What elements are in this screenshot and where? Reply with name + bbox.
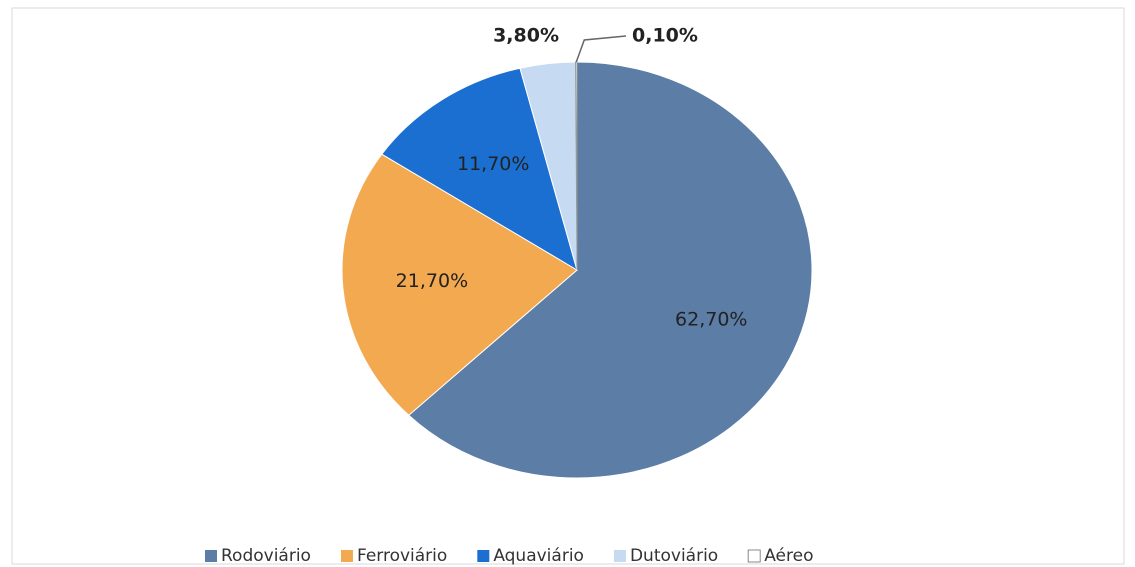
legend-label: Aéreo (764, 546, 813, 566)
pie-slice (407, 61, 813, 479)
pie: 62,70% 21,70% 11,70% 3,80% 0,10% (341, 25, 813, 479)
data-label: 21,70% (396, 270, 468, 292)
legend-swatch (205, 550, 217, 562)
data-label: 62,70% (675, 309, 747, 331)
pie-slice (381, 67, 578, 272)
data-label: 0,10% (632, 25, 698, 47)
legend-label: Rodoviário (221, 546, 311, 566)
data-label: 11,70% (457, 153, 529, 175)
legend-label: Dutoviário (630, 546, 718, 566)
legend-swatch (613, 550, 626, 562)
legend-swatch (747, 549, 761, 563)
pie-slice (341, 153, 578, 416)
leader-line (575, 35, 627, 63)
legend-label: Aquaviário (493, 546, 584, 566)
legend-swatch (477, 550, 490, 562)
data-label: 3,80% (493, 25, 559, 47)
legend-swatch (340, 550, 353, 562)
legend: Rodoviário Ferroviário Aquaviário Dutoviári… (205, 546, 813, 566)
legend-label: Ferroviário (357, 546, 447, 566)
